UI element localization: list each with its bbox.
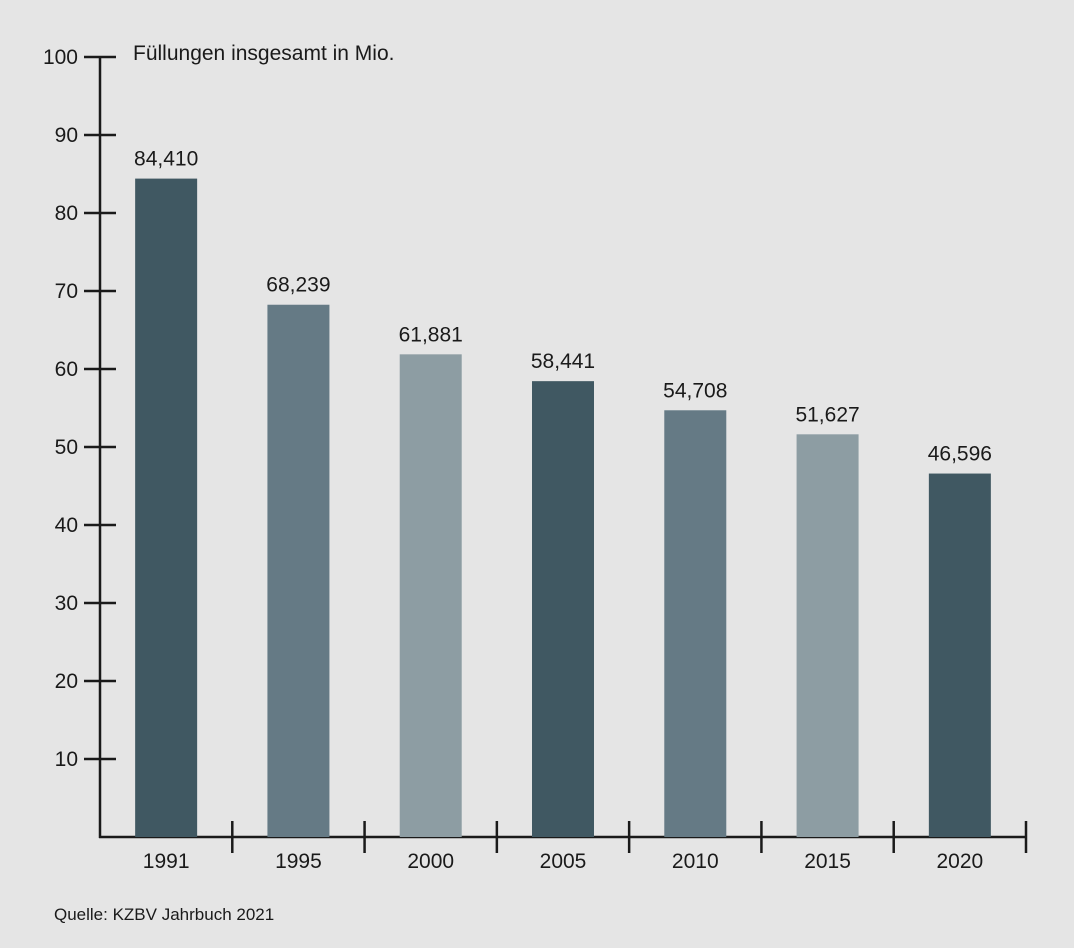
bars: [135, 178, 991, 838]
value-labels: 1991 84,410 1995 68,239 2000 61,881 2005 58,441…: [134, 148, 992, 873]
y-tick-label: 20: [55, 670, 78, 693]
x-tick-label: 2020: [936, 850, 983, 873]
x-tick-label: 2010: [672, 850, 719, 873]
bar-1991: [135, 178, 198, 838]
data-label: 61,881: [399, 323, 463, 346]
bar-2000: [399, 354, 462, 837]
y-tick-label: 10: [55, 748, 78, 771]
y-tick-label: 70: [55, 280, 78, 303]
x-tick-label: 1995: [275, 850, 322, 873]
bar-1995: [267, 304, 330, 837]
data-label: 68,239: [266, 274, 330, 297]
bar-2015: [796, 434, 859, 837]
data-label: 84,410: [134, 148, 198, 171]
data-label: 54,708: [663, 379, 727, 402]
x-tick-label: 2000: [407, 850, 454, 873]
bar-2020: [928, 473, 991, 837]
y-tick-label: 100: [43, 46, 78, 69]
axes: 10 20 30 40 50 60 70 80 90 100: [43, 46, 1028, 853]
y-tick-label: 50: [55, 436, 78, 459]
source-note: Quelle: KZBV Jahrbuch 2021: [54, 905, 274, 924]
bar-2005: [532, 381, 594, 837]
x-tick-label: 1991: [143, 850, 190, 873]
y-tick-label: 30: [55, 592, 78, 615]
y-tick-label: 60: [55, 358, 78, 381]
y-tick-label: 90: [55, 124, 78, 147]
y-axis-title: Füllungen insgesamt in Mio.: [133, 42, 394, 65]
data-label: 58,441: [531, 350, 595, 373]
x-tick-label: 2015: [804, 850, 851, 873]
x-tick-label: 2005: [540, 850, 587, 873]
y-tick-label: 80: [55, 202, 78, 225]
bar-2010: [664, 410, 727, 837]
y-tick-label: 40: [55, 514, 78, 537]
data-label: 46,596: [928, 443, 992, 466]
data-label: 51,627: [795, 403, 859, 426]
